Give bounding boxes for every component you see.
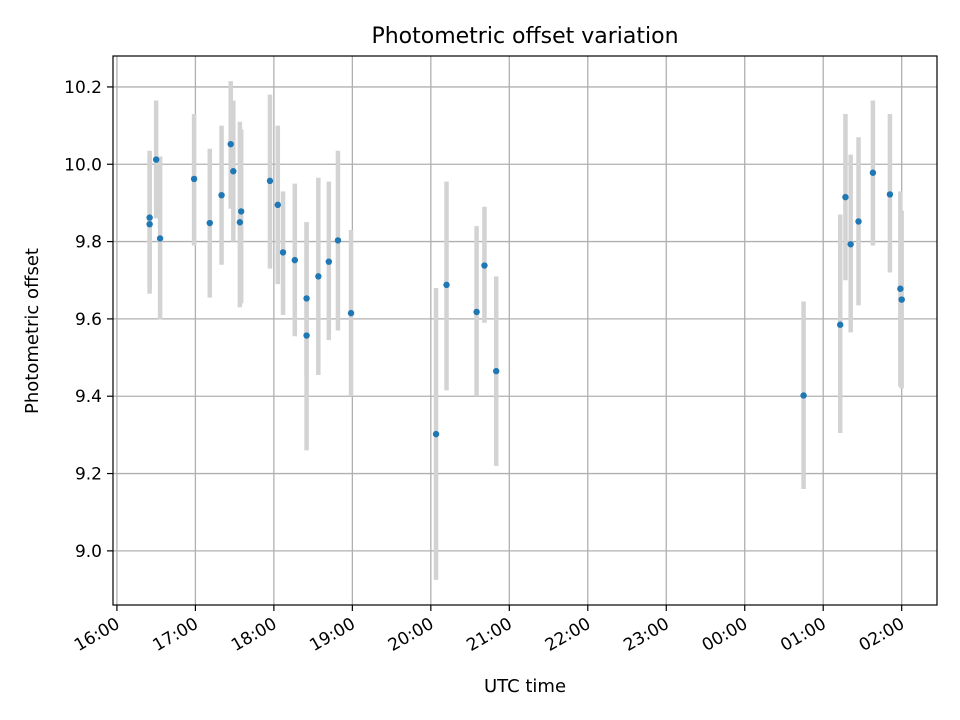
data-point [303,295,310,302]
data-point [236,219,244,226]
data-point [156,235,164,242]
data-point [291,256,299,264]
data-point [800,392,807,399]
x-tick-label: 19:00 [306,614,358,656]
y-tick-label: 10.0 [64,155,102,175]
y-tick-label: 9.4 [75,387,102,407]
data-point [897,285,904,292]
data-point [493,367,500,375]
grid [113,56,937,605]
data-point [218,191,225,199]
data-point [274,201,281,209]
y-tick-label: 10.2 [64,78,102,98]
data-point [230,168,237,175]
y-tick-label: 9.6 [75,310,102,330]
data-point [190,175,198,183]
data-point [315,273,322,280]
data-point [481,262,488,269]
data-point [227,140,234,148]
data-point [898,296,905,303]
data-point [347,309,355,317]
data-point [303,332,310,339]
data-point [146,214,153,221]
x-tick-label: 00:00 [699,614,751,656]
x-tick-label: 21:00 [463,614,515,656]
y-tick-label: 9.0 [75,542,102,562]
data-point [206,219,213,227]
data-point [334,237,342,244]
plot-frame [112,55,938,606]
data-point [279,249,287,256]
x-tick-label: 22:00 [542,614,594,656]
y-tick-label: 9.2 [75,465,102,485]
data-point [325,258,333,265]
y-axis-label: Photometric offset [22,248,43,414]
data-point [847,241,854,248]
y-axis-ticks: 9.0 9.2 9.4 9.6 9.8 10.0 10.2 [64,78,113,562]
x-tick-label: 17:00 [149,614,201,656]
data-point [837,321,844,328]
x-axis-ticks: 16:00 17:00 18:00 19:00 20:00 21:00 22:00 23:00… [71,605,908,656]
data-points [146,140,905,438]
x-tick-label: 18:00 [228,614,280,656]
data-point [886,191,894,198]
data-point [237,208,245,215]
data-point [842,193,849,201]
data-point [432,430,440,438]
data-point [855,218,862,225]
data-point [443,281,450,289]
chart-title: Photometric offset variation [371,24,678,49]
x-tick-label: 01:00 [777,614,829,656]
data-point [869,169,877,176]
x-tick-label: 02:00 [856,614,908,656]
data-point [266,177,274,185]
x-axis-label: UTC time [484,676,566,697]
x-tick-label: 23:00 [620,614,672,656]
x-tick-label: 16:00 [71,614,123,656]
x-tick-label: 20:00 [385,614,437,656]
data-point [473,308,480,316]
data-point [146,220,153,228]
errorbars [147,81,904,580]
data-point [152,156,160,163]
y-tick-label: 9.8 [75,233,102,253]
